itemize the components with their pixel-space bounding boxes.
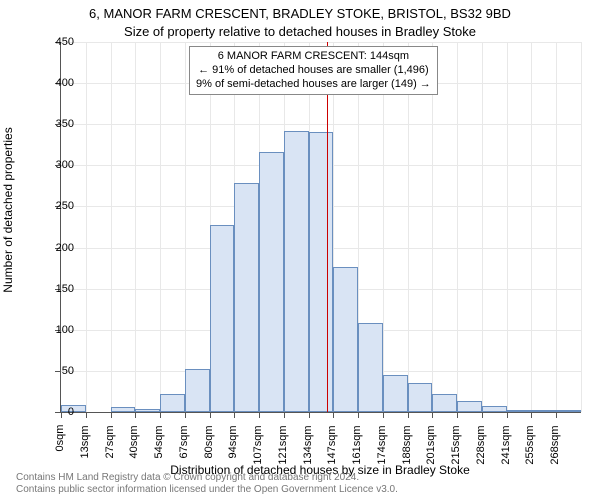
x-tick-label: 188sqm [401, 425, 413, 464]
histogram-bar [507, 410, 532, 412]
y-tick-label: 200 [34, 242, 74, 254]
annotation-line: ← 91% of detached houses are smaller (1,… [196, 64, 431, 78]
x-tick-label: 107sqm [252, 425, 264, 464]
histogram-bar [234, 183, 259, 412]
histogram-bar [432, 394, 457, 412]
histogram-bar [259, 152, 284, 412]
histogram-bar [210, 225, 235, 412]
histogram-bar [358, 323, 383, 412]
reference-line [327, 42, 328, 412]
histogram-bar [160, 394, 185, 412]
y-tick-label: 300 [34, 159, 74, 171]
x-tick-label: 215sqm [450, 425, 462, 464]
x-tick-label: 241sqm [500, 425, 512, 464]
x-tick-label: 161sqm [351, 425, 363, 464]
y-tick-label: 450 [34, 36, 74, 48]
x-tick-label: 121sqm [277, 425, 289, 464]
x-tick-label: 147sqm [326, 425, 338, 464]
footer-line-2: Contains public sector information licen… [16, 484, 398, 495]
x-tick-label: 27sqm [104, 425, 116, 458]
x-tick-label: 134sqm [302, 425, 314, 464]
histogram-bar [185, 369, 210, 412]
x-tick-label: 228sqm [475, 425, 487, 464]
histogram-bar [111, 407, 136, 412]
y-tick-label: 0 [34, 406, 74, 418]
histogram-bar [135, 409, 160, 412]
histogram-bar [383, 375, 408, 412]
histogram-bar [333, 267, 358, 412]
y-tick-label: 350 [34, 118, 74, 130]
histogram-bar [457, 401, 482, 413]
annotation-line: 6 MANOR FARM CRESCENT: 144sqm [196, 50, 431, 64]
y-tick-label: 400 [34, 77, 74, 89]
y-tick-label: 250 [34, 200, 74, 212]
y-axis-title: Number of detached properties [1, 60, 15, 360]
y-tick-label: 150 [34, 283, 74, 295]
x-tick-label: 40sqm [128, 425, 140, 458]
histogram-bar [556, 410, 581, 412]
histogram-bar [408, 383, 433, 412]
chart-plot-area: 6 MANOR FARM CRESCENT: 144sqm← 91% of de… [60, 42, 581, 413]
x-tick-label: 54sqm [153, 425, 165, 458]
footer-line-1: Contains HM Land Registry data © Crown c… [16, 472, 359, 483]
annotation-box: 6 MANOR FARM CRESCENT: 144sqm← 91% of de… [189, 46, 438, 95]
page-title-line-1: 6, MANOR FARM CRESCENT, BRADLEY STOKE, B… [0, 6, 600, 21]
footer-attribution: Contains HM Land Registry data © Crown c… [16, 472, 398, 496]
page-title-line-2: Size of property relative to detached ho… [0, 24, 600, 39]
histogram-bar [284, 131, 309, 412]
x-tick-label: 80sqm [203, 425, 215, 458]
x-tick-label: 13sqm [79, 425, 91, 458]
x-tick-label: 174sqm [376, 425, 388, 464]
x-tick-label: 201sqm [425, 425, 437, 464]
histogram-bar [482, 406, 507, 412]
annotation-line: 9% of semi-detached houses are larger (1… [196, 78, 431, 92]
histogram-bar [531, 410, 556, 412]
y-tick-label: 50 [34, 365, 74, 377]
x-tick-label: 67sqm [178, 425, 190, 458]
histogram-bar [309, 132, 334, 412]
x-tick-label: 268sqm [549, 425, 561, 464]
y-tick-label: 100 [34, 324, 74, 336]
x-tick-label: 94sqm [227, 425, 239, 458]
x-tick-label: 0sqm [54, 425, 66, 452]
x-tick-label: 255sqm [524, 425, 536, 464]
